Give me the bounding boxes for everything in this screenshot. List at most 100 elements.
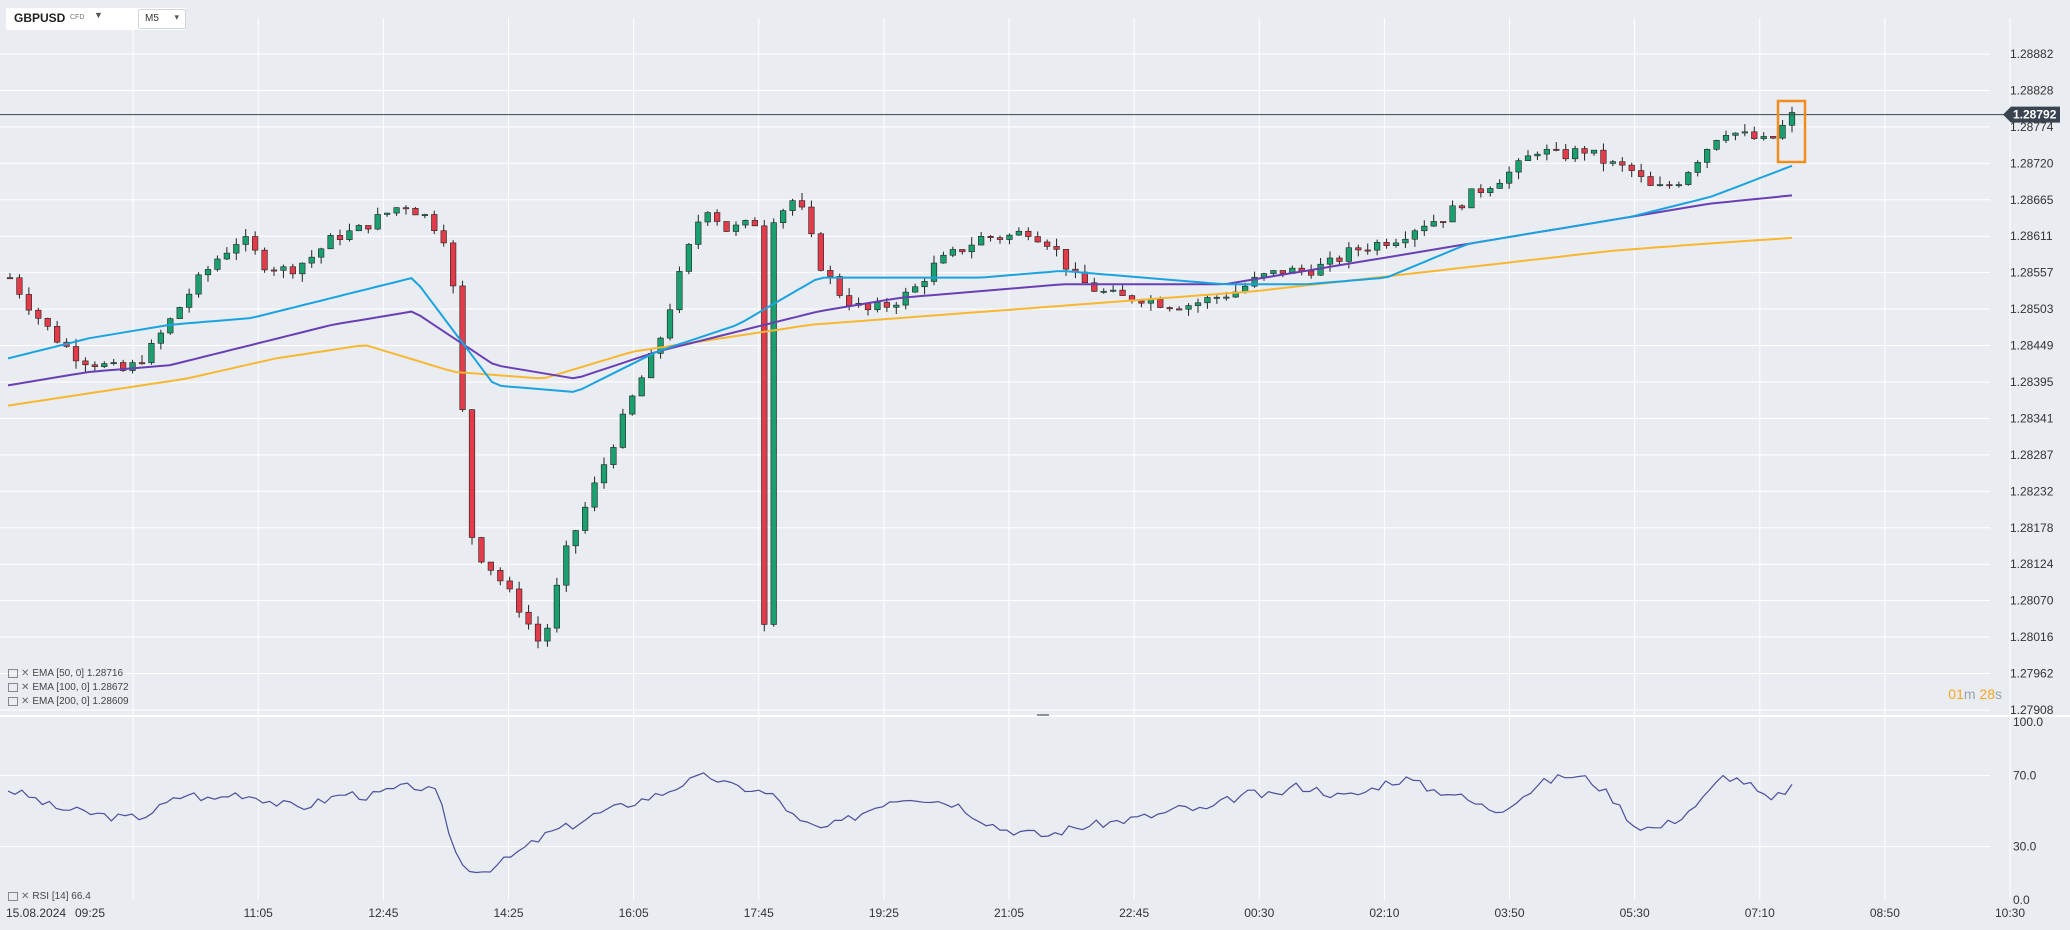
x-tick-label: 17:45 xyxy=(744,906,774,920)
legend-rsi[interactable]: ✕ RSI [14] 66.4 xyxy=(8,891,91,902)
x-tick-label: 02:10 xyxy=(1369,906,1399,920)
candle xyxy=(440,224,447,247)
candle-body xyxy=(138,362,146,365)
candle-body xyxy=(1458,205,1466,209)
candle-body xyxy=(1006,234,1013,240)
timeframe-select[interactable]: M5 ▾ xyxy=(138,9,186,29)
candle xyxy=(1487,186,1494,197)
symbol-dropdown-icon[interactable]: ▼ xyxy=(94,10,103,20)
rsi-line xyxy=(7,772,1793,874)
candle xyxy=(1656,176,1664,187)
settings-icon[interactable] xyxy=(8,682,18,692)
candle xyxy=(553,577,560,633)
y-tick-label: 1.28341 xyxy=(2010,411,2054,425)
x-tick-label: 07:10 xyxy=(1745,906,1775,920)
candles xyxy=(6,106,1796,649)
y-tick-label: 1.28882 xyxy=(2010,47,2054,61)
candle-body xyxy=(1524,155,1532,161)
candle xyxy=(676,266,683,313)
candle xyxy=(770,218,777,627)
ema-100-line xyxy=(7,194,1793,387)
rsi-tick-label: 70.0 xyxy=(2013,768,2037,782)
candle-body xyxy=(233,244,240,254)
candle-body xyxy=(591,482,598,508)
candle xyxy=(402,205,410,215)
legend-ema-100[interactable]: ✕ EMA [100, 0] 1.28672 xyxy=(8,682,129,693)
candle xyxy=(534,616,542,649)
candle-body xyxy=(1704,149,1711,163)
candle xyxy=(1581,146,1588,161)
candle xyxy=(1110,285,1117,293)
candle-body xyxy=(1590,149,1598,154)
y-tick-label: 1.28611 xyxy=(2010,229,2053,243)
candle xyxy=(685,242,692,275)
close-icon[interactable]: ✕ xyxy=(21,682,30,693)
y-tick-label: 1.28828 xyxy=(2010,83,2054,97)
candle-body xyxy=(1345,247,1352,262)
x-tick-label: 08:50 xyxy=(1870,906,1900,920)
candle-body xyxy=(676,271,683,311)
candle-body xyxy=(1204,297,1211,304)
y-tick-label: 1.27908 xyxy=(2010,703,2054,717)
x-tick-label: 21:05 xyxy=(994,906,1024,920)
candle xyxy=(1628,162,1635,178)
legend-ema-50[interactable]: ✕ EMA [50, 0] 1.28716 xyxy=(8,668,123,679)
candle xyxy=(101,361,108,369)
candle xyxy=(1647,171,1654,186)
candle xyxy=(1015,227,1022,236)
candle-body xyxy=(582,506,589,531)
candle xyxy=(110,358,117,366)
candle-body xyxy=(289,266,296,275)
candle-body xyxy=(1770,136,1777,139)
candle xyxy=(1638,163,1645,183)
candle-body xyxy=(1326,257,1334,265)
candle-body xyxy=(1044,241,1051,247)
symbol-label[interactable]: GBPUSD xyxy=(14,11,66,25)
candle xyxy=(1515,158,1522,180)
candle xyxy=(968,237,975,259)
candle xyxy=(478,536,485,564)
candle-body xyxy=(921,281,928,288)
candle-body xyxy=(1100,290,1107,293)
candle xyxy=(1025,227,1032,241)
candle-body xyxy=(883,302,890,308)
candle xyxy=(921,278,928,295)
close-icon[interactable]: ✕ xyxy=(21,668,30,679)
y-tick-label: 1.28774 xyxy=(2010,120,2054,134)
y-tick-label: 1.28232 xyxy=(2010,484,2054,498)
candle-body xyxy=(949,249,956,256)
rsi-tick-label: 100.0 xyxy=(2013,715,2043,729)
candle xyxy=(1713,139,1720,151)
pane-resize-handle[interactable] xyxy=(1037,714,1049,716)
candle-body xyxy=(459,285,466,410)
settings-icon[interactable] xyxy=(8,668,18,678)
close-icon[interactable]: ✕ xyxy=(21,891,30,902)
candle-body xyxy=(1534,153,1541,157)
candle-body xyxy=(72,346,80,362)
candle-body xyxy=(1355,247,1362,251)
candle xyxy=(1449,200,1456,223)
candle xyxy=(1619,157,1626,172)
candle-body xyxy=(1477,188,1484,193)
candle-body xyxy=(327,235,334,250)
candle xyxy=(666,303,674,341)
candle xyxy=(242,229,249,252)
settings-icon[interactable] xyxy=(8,696,18,706)
candle-body xyxy=(374,214,381,230)
y-tick-label: 1.28287 xyxy=(2010,448,2054,462)
candle-body xyxy=(987,236,994,238)
settings-icon[interactable] xyxy=(8,891,18,901)
candle-body xyxy=(308,256,315,264)
candle-body xyxy=(431,214,438,232)
candle-body xyxy=(1741,131,1748,134)
candle-body xyxy=(1600,149,1607,164)
candle-body xyxy=(874,302,881,311)
candle xyxy=(167,317,174,335)
candle-body xyxy=(1553,148,1560,151)
close-icon[interactable]: ✕ xyxy=(21,696,30,707)
candle xyxy=(949,246,956,258)
legend-ema-200[interactable]: ✕ EMA [200, 0] 1.28609 xyxy=(8,696,129,707)
rsi-tick-label: 30.0 xyxy=(2013,840,2037,854)
